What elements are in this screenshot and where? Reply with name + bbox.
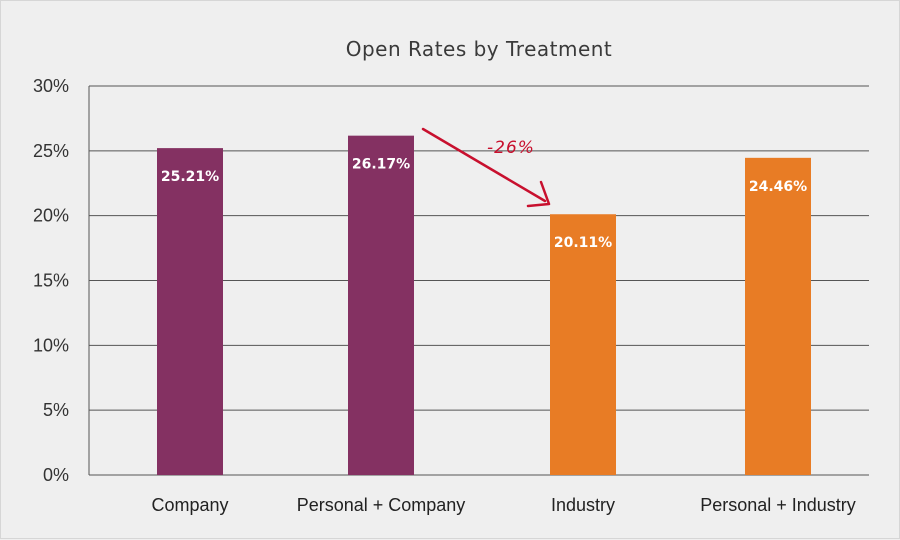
x-tick-label: Personal + Industry [700,495,856,515]
x-tick-label: Industry [551,495,615,515]
annotation-label: -26% [487,138,535,158]
y-tick-label: 15% [33,271,69,291]
bar [157,148,223,475]
y-tick-label: 0% [43,465,69,485]
y-tick-label: 10% [33,335,69,355]
y-tick-label: 30% [33,76,69,96]
y-tick-label: 25% [33,141,69,161]
y-tick-label: 20% [33,206,69,226]
annotation-arrow-head [526,180,551,208]
data-label: 20.11% [554,235,612,251]
bar [745,157,811,475]
bar [348,135,414,475]
chart-title: Open Rates by Treatment [346,37,613,61]
annotation-arrow-shaft [421,127,547,203]
x-tick-label: Company [151,495,228,515]
annotation: -26% [421,127,551,208]
data-label: 25.21% [161,169,219,185]
bars [157,135,811,475]
data-label: 24.46% [749,179,807,195]
data-labels: 25.21% 26.17% 20.11% 24.46% [161,157,807,252]
y-tick-label: 5% [43,400,69,420]
data-label: 26.17% [352,157,410,173]
x-axis-ticks: Company Personal + Company Industry Persona… [151,495,855,515]
x-tick-label: Personal + Company [297,495,466,515]
y-axis-ticks: 0% 5% 10% 15% 20% 25% 30% [33,76,69,485]
bar [550,214,616,475]
